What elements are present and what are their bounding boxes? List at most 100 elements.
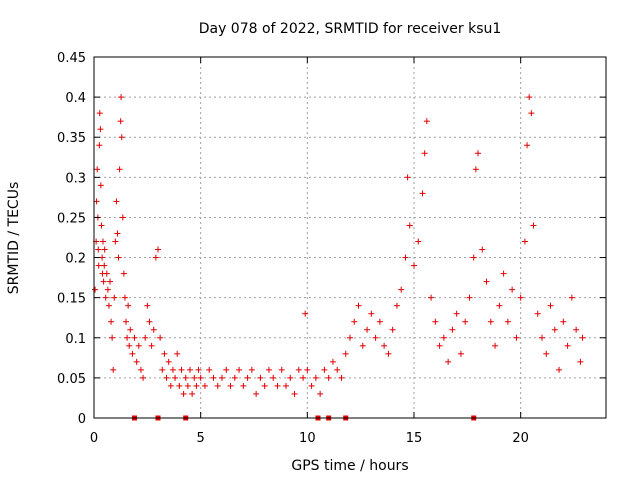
data-point	[101, 262, 108, 269]
data-point	[295, 366, 302, 373]
y-tick-label: 0.35	[57, 131, 86, 146]
data-point	[236, 366, 243, 373]
data-point	[137, 366, 144, 373]
data-point	[372, 334, 379, 341]
data-point	[573, 326, 580, 333]
data-point	[302, 310, 309, 317]
data-point	[189, 390, 196, 397]
data-point	[93, 198, 100, 205]
data-point	[300, 374, 307, 381]
data-point	[182, 374, 189, 381]
data-point	[543, 350, 550, 357]
data-point	[483, 278, 490, 285]
data-point	[155, 246, 161, 253]
data-point	[100, 278, 107, 285]
data-point	[579, 334, 586, 341]
data-point	[265, 366, 272, 373]
plot-frame	[93, 56, 607, 419]
data-point	[564, 342, 571, 349]
data-point	[528, 110, 535, 117]
data-point	[551, 326, 558, 333]
data-point	[195, 366, 202, 373]
data-point	[389, 326, 396, 333]
data-point	[184, 382, 191, 389]
data-point	[347, 334, 353, 341]
data-point	[133, 358, 140, 365]
y-tick-label: 0.2	[65, 252, 86, 267]
chart-title: Day 078 of 2022, SRMTID for receiver ksu…	[199, 21, 502, 37]
data-point	[312, 374, 319, 381]
data-point	[107, 278, 113, 285]
data-point	[411, 262, 417, 269]
x-tick-label: 20	[512, 431, 529, 446]
data-point	[470, 254, 477, 261]
data-point	[187, 366, 193, 373]
y-tick-label: 0.15	[57, 292, 86, 307]
data-point	[131, 334, 138, 341]
y-tick-label: 0.4	[65, 91, 86, 106]
data-point	[119, 214, 126, 221]
data-point	[197, 374, 204, 381]
data-point	[231, 374, 238, 381]
data-point	[109, 334, 116, 341]
data-point	[193, 382, 200, 389]
data-point	[364, 326, 371, 333]
data-point	[351, 318, 358, 325]
data-point	[123, 318, 129, 325]
data-point	[191, 374, 198, 381]
data-point	[419, 190, 426, 197]
data-point	[304, 366, 311, 373]
data-point	[142, 334, 149, 341]
data-point	[526, 94, 533, 101]
data-point	[146, 318, 153, 325]
data-point	[148, 342, 155, 349]
data-point	[113, 198, 120, 205]
data-point	[385, 350, 392, 357]
data-point	[157, 334, 164, 341]
data-point	[368, 310, 375, 317]
data-point	[115, 254, 122, 261]
data-point	[547, 302, 554, 309]
data-point	[342, 350, 349, 357]
data-point	[161, 350, 168, 357]
data-point	[116, 166, 123, 173]
data-point	[103, 270, 110, 277]
data-point	[99, 254, 106, 261]
data-point	[125, 302, 132, 309]
data-point	[487, 318, 494, 325]
data-point	[453, 310, 460, 317]
data-point	[568, 294, 575, 301]
data-point	[210, 374, 217, 381]
data-point	[338, 374, 345, 381]
axis-ticks: 0 0.05 0.1 0.15 0.2 0.25 0.3 0.35 0.4 0.45 0 5 10 15 2…	[57, 51, 606, 446]
data-point	[102, 294, 109, 301]
data-point	[95, 262, 102, 269]
data-point	[223, 366, 230, 373]
data-point	[287, 374, 294, 381]
y-tick-label: 0	[78, 412, 86, 427]
x-tick-label: 15	[406, 431, 423, 446]
data-point	[472, 166, 479, 173]
data-point	[402, 254, 409, 261]
data-point	[457, 350, 464, 357]
data-point	[206, 366, 213, 373]
data-point	[436, 342, 443, 349]
data-point	[118, 134, 125, 141]
data-point	[257, 374, 264, 381]
y-tick-label: 0.3	[65, 171, 86, 186]
data-point	[415, 238, 422, 245]
data-point	[214, 382, 221, 389]
y-tick-label: 0.45	[57, 51, 86, 66]
data-point	[421, 150, 428, 157]
data-point	[98, 222, 105, 229]
data-point	[534, 310, 541, 317]
data-point	[577, 358, 584, 365]
data-point	[121, 294, 128, 301]
data-point	[449, 326, 456, 333]
data-point	[112, 238, 119, 245]
data-point	[406, 222, 413, 229]
data-point	[524, 142, 531, 149]
data-point	[321, 366, 328, 373]
data-point	[278, 366, 285, 373]
data-point	[376, 318, 383, 325]
